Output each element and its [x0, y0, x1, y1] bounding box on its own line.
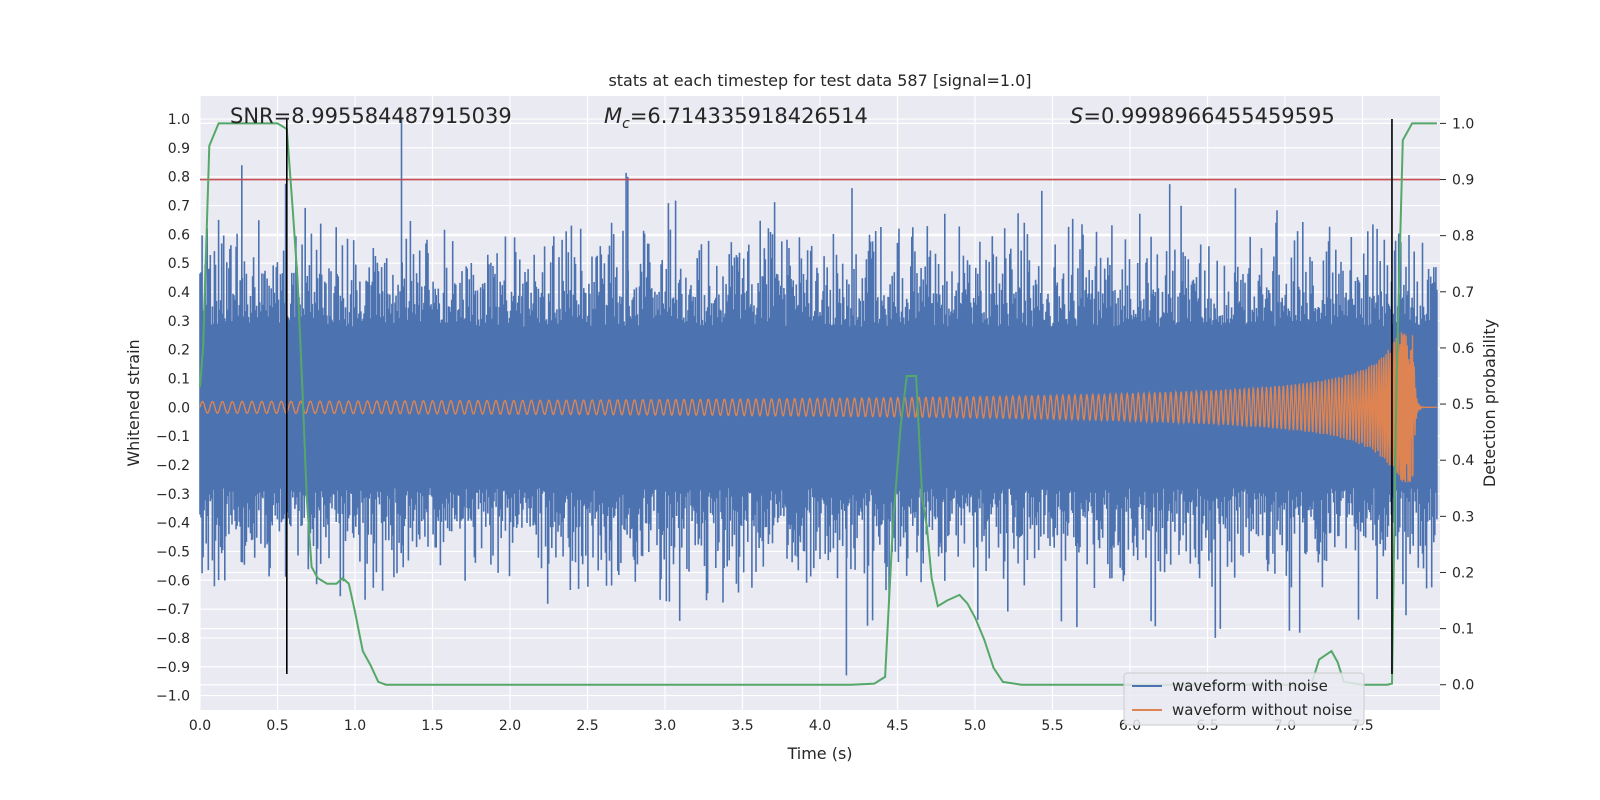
y-tick-label: −0.5 — [156, 544, 190, 560]
y-tick-label: 0.4 — [168, 285, 190, 301]
y-tick-label: 0.1 — [168, 371, 190, 387]
x-tick-label: 0.0 — [189, 718, 211, 734]
ticks: 0.0 0.5 1.0 1.5 2.0 2.5 3.0 3.5 4.0 4.5 5.0 5.5 6.0 6… — [156, 112, 1474, 734]
y-tick-label: 0.7 — [168, 199, 190, 215]
legend-label-clean: waveform without noise — [1172, 701, 1352, 719]
chart-title: stats at each timestep for test data 587… — [608, 71, 1031, 90]
series-layer — [199, 119, 1440, 686]
y-tick-label: 0.3 — [168, 314, 190, 330]
chirp-mass-value: =6.714335918426514 — [630, 104, 868, 128]
score-value: =0.9998966455459595 — [1083, 104, 1334, 128]
y-tick-label: 0.2 — [168, 343, 190, 359]
y-tick-label: −0.1 — [156, 429, 190, 445]
y2-tick-label: 0.9 — [1452, 173, 1474, 189]
x-tick-label: 0.5 — [266, 718, 288, 734]
chirp-mass-subscript: c — [622, 116, 630, 132]
legend-box — [1123, 672, 1365, 726]
y-tick-label: 1.0 — [168, 112, 190, 128]
y2-axis-label: Detection probability — [1480, 319, 1499, 487]
x-tick-label: 3.0 — [654, 718, 676, 734]
legend: waveform with noise waveform without noi… — [1123, 672, 1365, 726]
x-axis-label: Time (s) — [786, 744, 852, 763]
x-tick-label: 5.5 — [1041, 718, 1063, 734]
chirp-mass-symbol: M — [604, 104, 622, 128]
y-tick-label: −1.0 — [156, 689, 190, 705]
y-tick-label: −0.6 — [156, 573, 190, 589]
y-tick-label: −0.3 — [156, 487, 190, 503]
y2-tick-label: 0.1 — [1452, 622, 1474, 638]
y-tick-label: −0.2 — [156, 458, 190, 474]
y2-tick-label: 0.6 — [1452, 341, 1474, 357]
chirp-mass-annotation: Mc=6.714335918426514 — [604, 104, 868, 132]
snr-annotation: SNR=8.995584487915039 — [230, 104, 512, 128]
series-clean-waveform — [199, 332, 1437, 483]
y2-tick-label: 0.0 — [1452, 678, 1474, 694]
x-tick-label: 2.0 — [499, 718, 521, 734]
y2-tick-label: 0.7 — [1452, 285, 1474, 301]
y-tick-label: 0.0 — [168, 400, 190, 416]
y-tick-label: 0.5 — [168, 256, 190, 272]
y-tick-label: −0.4 — [156, 516, 190, 532]
legend-label-noisy: waveform with noise — [1172, 677, 1328, 695]
series-detection-probability — [199, 122, 1437, 686]
y2-tick-label: 0.3 — [1452, 509, 1474, 525]
x-tick-label: 4.0 — [809, 718, 831, 734]
score-symbol: S — [1070, 104, 1083, 128]
y-tick-label: 0.6 — [168, 227, 190, 243]
x-tick-label: 5.0 — [964, 718, 986, 734]
x-tick-label: 2.5 — [576, 718, 598, 734]
y2-tick-label: 1.0 — [1452, 116, 1474, 132]
y-tick-label: −0.7 — [156, 602, 190, 618]
y-tick-label: 0.9 — [168, 141, 190, 157]
x-tick-label: 4.5 — [886, 718, 908, 734]
y-tick-label: −0.8 — [156, 631, 190, 647]
y2-tick-label: 0.2 — [1452, 565, 1474, 581]
y2-tick-label: 0.4 — [1452, 453, 1474, 469]
y-tick-label: −0.9 — [156, 660, 190, 676]
x-tick-label: 3.5 — [731, 718, 753, 734]
y2-tick-label: 0.5 — [1452, 397, 1474, 413]
x-tick-label: 1.5 — [421, 718, 443, 734]
y-tick-label: 0.8 — [168, 170, 190, 186]
y2-tick-label: 0.8 — [1452, 229, 1474, 245]
score-annotation: S=0.9998966455459595 — [1070, 104, 1335, 128]
y-axis-label: Whitened strain — [124, 339, 143, 466]
x-tick-label: 1.0 — [344, 718, 366, 734]
